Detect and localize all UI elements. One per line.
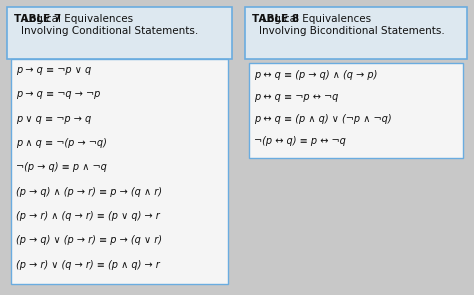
Text: p ∨ q ≡ ¬p → q: p ∨ q ≡ ¬p → q	[16, 114, 91, 124]
FancyBboxPatch shape	[7, 7, 232, 59]
Text: p ↔ q ≡ (p → q) ∧ (q → p): p ↔ q ≡ (p → q) ∧ (q → p)	[254, 70, 377, 80]
Text: ¬(p → q) ≡ p ∧ ¬q: ¬(p → q) ≡ p ∧ ¬q	[16, 162, 107, 172]
Text: (p → q) ∧ (p → r) ≡ p → (q ∧ r): (p → q) ∧ (p → r) ≡ p → (q ∧ r)	[16, 187, 162, 197]
Text: Logical Equivalences
Involving Biconditional Statements.: Logical Equivalences Involving Biconditi…	[259, 14, 445, 36]
Text: p → q ≡ ¬q → ¬p: p → q ≡ ¬q → ¬p	[16, 89, 100, 99]
Text: p ∧ q ≡ ¬(p → ¬q): p ∧ q ≡ ¬(p → ¬q)	[16, 138, 107, 148]
FancyBboxPatch shape	[245, 7, 467, 59]
Text: (p → r) ∨ (q → r) ≡ (p ∧ q) → r: (p → r) ∨ (q → r) ≡ (p ∧ q) → r	[16, 260, 160, 270]
Text: p → q ≡ ¬p ∨ q: p → q ≡ ¬p ∨ q	[16, 65, 91, 75]
Text: (p → q) ∨ (p → r) ≡ p → (q ∨ r): (p → q) ∨ (p → r) ≡ p → (q ∨ r)	[16, 235, 162, 245]
Text: TABLE 8: TABLE 8	[252, 14, 299, 24]
Text: p ↔ q ≡ ¬p ↔ ¬q: p ↔ q ≡ ¬p ↔ ¬q	[254, 92, 338, 102]
Text: Logical Equivalences
Involving Conditional Statements.: Logical Equivalences Involving Condition…	[21, 14, 198, 36]
FancyBboxPatch shape	[11, 59, 228, 284]
Text: p ↔ q ≡ (p ∧ q) ∨ (¬p ∧ ¬q): p ↔ q ≡ (p ∧ q) ∨ (¬p ∧ ¬q)	[254, 114, 392, 124]
Text: TABLE 7: TABLE 7	[14, 14, 61, 24]
Text: ¬(p ↔ q) ≡ p ↔ ¬q: ¬(p ↔ q) ≡ p ↔ ¬q	[254, 136, 346, 146]
FancyBboxPatch shape	[249, 63, 463, 158]
Text: (p → r) ∧ (q → r) ≡ (p ∨ q) → r: (p → r) ∧ (q → r) ≡ (p ∨ q) → r	[16, 211, 160, 221]
